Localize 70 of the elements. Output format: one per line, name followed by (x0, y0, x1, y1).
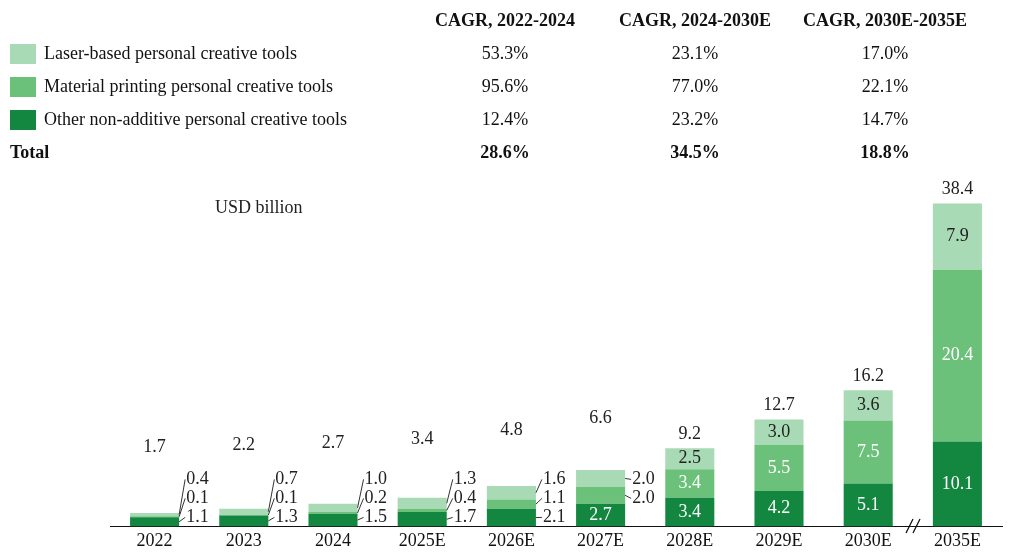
data-label: 0.2 (364, 487, 388, 508)
text: 28.6% (479, 142, 531, 163)
data-label: 0.1 (186, 487, 209, 508)
data-label: 4.2 (767, 497, 791, 518)
x-tick-label: 2022 (136, 529, 173, 550)
data-label: 7.5 (856, 440, 880, 461)
x-tick-label: 2025E (398, 529, 446, 550)
data-label: 3.4 (678, 500, 702, 521)
data-label: 1.1 (186, 506, 209, 527)
text: 22.1% (860, 76, 910, 97)
data-label: 2.1 (542, 506, 566, 527)
data-label: 1.0 (364, 468, 388, 489)
text: 12.4% (480, 109, 530, 130)
data-label: 1.1 (542, 487, 566, 508)
legend-label: Laser-based personal creative tools (44, 43, 298, 64)
text: 23.2% (670, 109, 720, 130)
data-label: 3.4 (678, 472, 702, 493)
text: 23.1% (670, 43, 720, 64)
data-label: 5.1 (856, 493, 880, 514)
data-label: 1.3 (453, 468, 477, 489)
data-label: 10.1 (941, 472, 974, 493)
text: CAGR, 2030E-2035E (802, 10, 968, 31)
y-axis-title: USD billion (215, 196, 303, 217)
data-label: 2.0 (632, 487, 655, 508)
data-label: 7.9 (946, 225, 969, 246)
text: 53.3% (480, 43, 530, 64)
data-label: 3.6 (856, 394, 880, 415)
data-label: 1.3 (275, 506, 298, 527)
text: 18.8% (859, 142, 911, 163)
data-label: 5.5 (767, 456, 791, 477)
total-label: 2.7 (321, 431, 345, 452)
data-label: 1.6 (542, 468, 566, 489)
data-label: 0.7 (275, 468, 298, 489)
total-label: 3.4 (410, 428, 434, 449)
total-label: 6.6 (589, 406, 612, 427)
total-label: 4.8 (500, 419, 523, 440)
text: 34.5% (669, 142, 721, 163)
total-label: 38.4 (941, 178, 974, 199)
data-label: 20.4 (941, 344, 974, 365)
total-label: 16.2 (852, 364, 884, 385)
x-tick-label: 2023 (225, 529, 262, 550)
data-label: 2.0 (632, 468, 655, 489)
data-label: 0.1 (275, 487, 298, 508)
data-label: 0.4 (453, 487, 477, 508)
text: 77.0% (670, 76, 720, 97)
x-tick-label: 2035E (933, 529, 981, 550)
text: 14.7% (860, 109, 910, 130)
x-tick-label: 2028E (666, 529, 714, 550)
data-label: 1.5 (364, 506, 388, 527)
total-label: 12.7 (763, 394, 795, 415)
total-label: 9.2 (678, 422, 702, 443)
legend-label: Other non-additive personal creative tools (44, 109, 347, 130)
data-label: 1.7 (453, 506, 477, 527)
x-tick-label: 2024 (315, 529, 351, 550)
text: 17.0% (860, 43, 910, 64)
total-label: 1.7 (143, 436, 166, 457)
total-label: 2.2 (232, 434, 256, 455)
data-label: 0.4 (186, 468, 209, 489)
x-tick-label: 2027E (577, 529, 625, 550)
x-tick-label: 2026E (487, 529, 535, 550)
text: Total (10, 142, 51, 163)
text: CAGR, 2024-2030E (618, 10, 772, 31)
data-label: 2.5 (678, 447, 702, 468)
data-label: 3.0 (767, 420, 791, 441)
legend-label: Material printing personal creative tools (44, 76, 333, 97)
x-tick-label: 2030E (844, 529, 892, 550)
x-tick-label: 2029E (755, 529, 803, 550)
text: 95.6% (480, 76, 530, 97)
text: CAGR, 2022-2024 (434, 10, 576, 31)
data-label: 2.7 (589, 503, 612, 524)
